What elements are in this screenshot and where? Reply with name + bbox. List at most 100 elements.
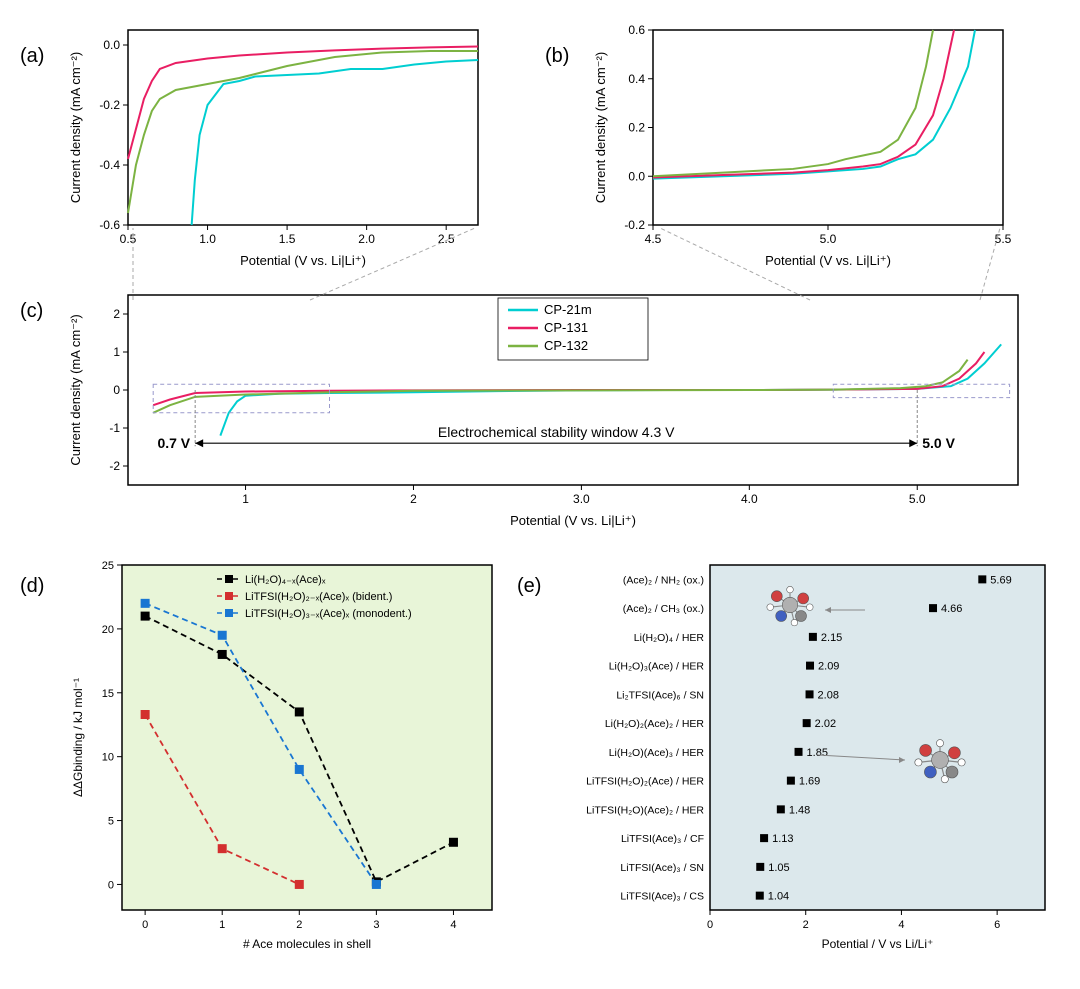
svg-text:20: 20 xyxy=(102,624,114,636)
panel-label-d: (d) xyxy=(20,575,44,598)
svg-text:0.2: 0.2 xyxy=(628,121,645,135)
svg-text:LiTFSI(H₂O)₂(Ace) / HER: LiTFSI(H₂O)₂(Ace) / HER xyxy=(586,776,704,788)
svg-text:5.0 V: 5.0 V xyxy=(922,435,955,451)
svg-text:Li(H₂O)(Ace)₃ / HER: Li(H₂O)(Ace)₃ / HER xyxy=(609,747,705,759)
panel-e: 0 2 4 6 Potential / V vs Li/Li⁺ (Ace)₂ / NH₂ … xyxy=(545,555,1055,965)
svg-text:2.15: 2.15 xyxy=(821,632,842,644)
svg-text:1: 1 xyxy=(113,345,120,359)
svg-text:Potential / V vs Li/Li⁺: Potential / V vs Li/Li⁺ xyxy=(822,937,934,951)
panel-label-e: (e) xyxy=(517,575,541,598)
svg-text:5.69: 5.69 xyxy=(990,574,1011,586)
svg-text:0: 0 xyxy=(108,879,114,891)
svg-text:LiTFSI(Ace)₃ / CS: LiTFSI(Ace)₃ / CS xyxy=(620,891,704,903)
svg-text:LiTFSI(H₂O)(Ace)₂ / HER: LiTFSI(H₂O)(Ace)₂ / HER xyxy=(586,804,704,816)
svg-text:Li(H₂O)₄₋ₓ(Ace)ₓ: Li(H₂O)₄₋ₓ(Ace)ₓ xyxy=(245,574,326,586)
svg-text:Current density (mA cm⁻²): Current density (mA cm⁻²) xyxy=(68,314,83,465)
svg-text:4.5: 4.5 xyxy=(645,232,662,246)
svg-text:2: 2 xyxy=(803,919,809,931)
svg-text:Potential (V vs. Li|Li⁺): Potential (V vs. Li|Li⁺) xyxy=(510,513,636,528)
panel-label-b: (b) xyxy=(545,45,569,68)
svg-text:-0.2: -0.2 xyxy=(99,98,120,112)
svg-text:1.69: 1.69 xyxy=(799,776,820,788)
svg-text:3.0: 3.0 xyxy=(573,492,590,506)
svg-text:0.7 V: 0.7 V xyxy=(157,435,190,451)
svg-text:0.6: 0.6 xyxy=(628,23,645,37)
svg-text:ΔΔGbinding / kJ mol⁻¹: ΔΔGbinding / kJ mol⁻¹ xyxy=(71,678,85,797)
panel-d: 0 1 2 3 4 0 5 10 15 20 25 # Ace molecules in shell Δ… xyxy=(60,555,505,965)
panel-label-a: (a) xyxy=(20,45,44,68)
svg-text:1.13: 1.13 xyxy=(772,833,793,845)
svg-text:0.5: 0.5 xyxy=(120,232,137,246)
svg-text:CP-131: CP-131 xyxy=(544,320,588,335)
svg-text:Potential (V vs. Li|Li⁺): Potential (V vs. Li|Li⁺) xyxy=(765,253,891,268)
svg-text:-0.4: -0.4 xyxy=(99,158,120,172)
svg-text:6: 6 xyxy=(994,919,1000,931)
svg-text:2.02: 2.02 xyxy=(815,718,836,730)
svg-text:Current density (mA cm⁻²): Current density (mA cm⁻²) xyxy=(68,52,83,203)
panel-label-c: (c) xyxy=(20,300,43,323)
svg-text:1.04: 1.04 xyxy=(768,891,789,903)
svg-text:5: 5 xyxy=(108,816,114,828)
svg-text:10: 10 xyxy=(102,752,114,764)
svg-text:-2: -2 xyxy=(109,459,120,473)
svg-text:4: 4 xyxy=(898,919,904,931)
svg-text:LiTFSI(H₂O)₂₋ₓ(Ace)ₓ (bident.): LiTFSI(H₂O)₂₋ₓ(Ace)ₓ (bident.) xyxy=(245,591,392,603)
svg-text:0: 0 xyxy=(707,919,713,931)
svg-text:2: 2 xyxy=(296,919,302,931)
svg-text:1.48: 1.48 xyxy=(789,804,810,816)
svg-text:0: 0 xyxy=(142,919,148,931)
svg-text:5.0: 5.0 xyxy=(820,232,837,246)
svg-text:-0.6: -0.6 xyxy=(99,218,120,232)
svg-text:4: 4 xyxy=(450,919,456,931)
svg-text:Current density (mA cm⁻²): Current density (mA cm⁻²) xyxy=(593,52,608,203)
svg-text:-1: -1 xyxy=(109,421,120,435)
svg-text:2.0: 2.0 xyxy=(358,232,375,246)
svg-text:Li(H₂O)₂(Ace)₂ / HER: Li(H₂O)₂(Ace)₂ / HER xyxy=(605,718,705,730)
svg-text:(Ace)₂ / CH₃ (ox.): (Ace)₂ / CH₃ (ox.) xyxy=(623,603,704,615)
svg-text:# Ace molecules in shell: # Ace molecules in shell xyxy=(243,937,371,951)
panel-c-svg: 1 2 3.0 4.0 5.0 -2 -1 0 1 2 Potential (V vs. Li|Li… xyxy=(60,285,1040,545)
svg-text:0.4: 0.4 xyxy=(628,72,645,86)
svg-text:LiTFSI(Ace)₃ / SN: LiTFSI(Ace)₃ / SN xyxy=(620,862,704,874)
svg-text:2.08: 2.08 xyxy=(818,689,839,701)
svg-text:Li(H₂O)₄ / HER: Li(H₂O)₄ / HER xyxy=(634,632,705,644)
svg-text:0.0: 0.0 xyxy=(628,169,645,183)
svg-text:2.09: 2.09 xyxy=(818,661,839,673)
svg-text:3: 3 xyxy=(373,919,379,931)
svg-text:1.05: 1.05 xyxy=(768,862,789,874)
svg-text:Li₂TFSI(Ace)₆ / SN: Li₂TFSI(Ace)₆ / SN xyxy=(616,689,704,701)
panel-d-svg: 0 1 2 3 4 0 5 10 15 20 25 # Ace molecules in shell Δ… xyxy=(60,555,505,965)
svg-text:25: 25 xyxy=(102,560,114,572)
panel-b-svg: 4.5 5.0 5.5 -0.2 0.0 0.2 0.4 0.6 Potential (V vs… xyxy=(585,20,1025,280)
svg-text:Potential (V vs. Li|Li⁺): Potential (V vs. Li|Li⁺) xyxy=(240,253,366,268)
svg-text:CP-132: CP-132 xyxy=(544,338,588,353)
svg-text:5.0: 5.0 xyxy=(909,492,926,506)
svg-text:2: 2 xyxy=(113,307,120,321)
svg-text:-0.2: -0.2 xyxy=(624,218,645,232)
svg-text:1: 1 xyxy=(242,492,249,506)
svg-text:1.0: 1.0 xyxy=(199,232,216,246)
svg-text:1: 1 xyxy=(219,919,225,931)
panel-a: 0.5 1.0 1.5 2.0 2.5 -0.6 -0.4 -0.2 0.0 Potential … xyxy=(60,20,500,280)
svg-text:LiTFSI(Ace)₃ / CF: LiTFSI(Ace)₃ / CF xyxy=(621,833,704,845)
svg-text:LiTFSI(H₂O)₃₋ₓ(Ace)ₓ (monodent: LiTFSI(H₂O)₃₋ₓ(Ace)ₓ (monodent.) xyxy=(245,608,412,620)
figure-container: (a) 0.5 1.0 1.5 2.0 2.5 -0.6 -0.4 -0.2 0.0 Potent… xyxy=(20,20,1060,969)
panel-b: 4.5 5.0 5.5 -0.2 0.0 0.2 0.4 0.6 Potential (V vs… xyxy=(585,20,1025,280)
svg-text:15: 15 xyxy=(102,688,114,700)
panel-c: 1 2 3.0 4.0 5.0 -2 -1 0 1 2 Potential (V vs. Li|Li… xyxy=(60,285,1040,545)
panel-a-svg: 0.5 1.0 1.5 2.0 2.5 -0.6 -0.4 -0.2 0.0 Potential … xyxy=(60,20,500,280)
panel-e-svg: 0 2 4 6 Potential / V vs Li/Li⁺ (Ace)₂ / NH₂ … xyxy=(545,555,1055,965)
svg-text:Li(H₂O)₃(Ace) / HER: Li(H₂O)₃(Ace) / HER xyxy=(609,661,705,673)
svg-text:CP-21m: CP-21m xyxy=(544,302,592,317)
svg-text:1.85: 1.85 xyxy=(807,747,828,759)
svg-text:Electrochemical stability wind: Electrochemical stability window 4.3 V xyxy=(438,424,675,440)
svg-text:(Ace)₂ / NH₂ (ox.): (Ace)₂ / NH₂ (ox.) xyxy=(623,574,704,586)
svg-text:1.5: 1.5 xyxy=(279,232,296,246)
svg-text:4.0: 4.0 xyxy=(741,492,758,506)
svg-text:0.0: 0.0 xyxy=(103,38,120,52)
svg-text:2.5: 2.5 xyxy=(438,232,455,246)
svg-text:2: 2 xyxy=(410,492,417,506)
svg-text:4.66: 4.66 xyxy=(941,603,962,615)
svg-text:5.5: 5.5 xyxy=(995,232,1012,246)
svg-text:0: 0 xyxy=(113,383,120,397)
